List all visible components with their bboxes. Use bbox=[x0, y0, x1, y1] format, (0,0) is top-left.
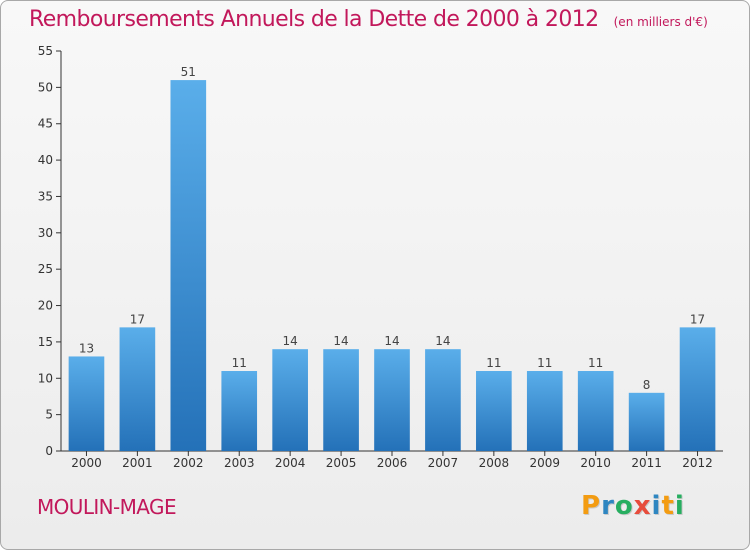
x-tick-label: 2003 bbox=[224, 456, 255, 470]
data-label-2009: 11 bbox=[537, 356, 552, 370]
logo-letter: r bbox=[601, 491, 615, 521]
bar-2000[interactable] bbox=[68, 356, 105, 451]
bar-2002[interactable] bbox=[170, 80, 207, 451]
x-tick-label: 2010 bbox=[580, 456, 611, 470]
y-tick-label: 35 bbox=[38, 189, 53, 203]
chart-title: Remboursements Annuels de la Dette de 20… bbox=[29, 7, 599, 32]
bar-2003[interactable] bbox=[221, 371, 258, 451]
y-tick-label: 55 bbox=[38, 44, 53, 58]
y-tick-label: 10 bbox=[38, 371, 53, 385]
commune-name: MOULIN-MAGE bbox=[37, 495, 177, 519]
data-label-2004: 14 bbox=[283, 334, 298, 348]
chart-subtitle: (en milliers d'€) bbox=[613, 15, 708, 29]
x-tick-label: 2007 bbox=[428, 456, 459, 470]
x-tick-label: 2004 bbox=[275, 456, 306, 470]
y-tick-label: 30 bbox=[38, 226, 53, 240]
title-row: Remboursements Annuels de la Dette de 20… bbox=[29, 7, 708, 32]
y-tick-label: 0 bbox=[45, 444, 53, 458]
y-tick-label: 50 bbox=[38, 80, 53, 94]
x-tick-label: 2005 bbox=[326, 456, 357, 470]
logo-letter: o bbox=[614, 491, 634, 521]
data-label-2011: 8 bbox=[643, 378, 651, 392]
x-tick-label: 2000 bbox=[71, 456, 102, 470]
data-label-2006: 14 bbox=[384, 334, 399, 348]
data-label-2007: 14 bbox=[435, 334, 450, 348]
y-tick-label: 40 bbox=[38, 153, 53, 167]
x-tick-label: 2006 bbox=[377, 456, 408, 470]
y-tick-label: 45 bbox=[38, 117, 53, 131]
data-label-2003: 11 bbox=[232, 356, 247, 370]
bar-2011[interactable] bbox=[628, 392, 665, 451]
data-label-2008: 11 bbox=[486, 356, 501, 370]
data-label-2005: 14 bbox=[333, 334, 348, 348]
x-tick-label: 2002 bbox=[173, 456, 204, 470]
y-tick-label: 25 bbox=[38, 262, 53, 276]
logo-letter: i bbox=[674, 491, 685, 521]
data-label-2002: 51 bbox=[181, 65, 196, 79]
bar-2009[interactable] bbox=[526, 371, 563, 451]
data-label-2000: 13 bbox=[79, 341, 94, 355]
data-label-2001: 17 bbox=[130, 312, 145, 326]
x-tick-label: 2012 bbox=[682, 456, 713, 470]
logo-letter: i bbox=[651, 491, 662, 521]
bar-2006[interactable] bbox=[374, 349, 410, 451]
bar-2004[interactable] bbox=[272, 349, 308, 451]
bar-2010[interactable] bbox=[577, 371, 614, 451]
y-tick-label: 15 bbox=[38, 335, 53, 349]
bar-2007[interactable] bbox=[425, 349, 461, 451]
y-tick-label: 20 bbox=[38, 299, 53, 313]
x-tick-label: 2009 bbox=[529, 456, 560, 470]
logo-letter: t bbox=[661, 491, 675, 521]
proxiti-logo[interactable]: Proxiti bbox=[581, 491, 685, 521]
bar-2008[interactable] bbox=[476, 371, 512, 451]
x-tick-label: 2011 bbox=[631, 456, 662, 470]
bar-2005[interactable] bbox=[323, 349, 359, 451]
logo-letter: P bbox=[581, 491, 602, 521]
x-tick-label: 2001 bbox=[122, 456, 153, 470]
y-tick-label: 5 bbox=[45, 408, 53, 422]
bar-2001[interactable] bbox=[119, 327, 156, 451]
bar-2012[interactable] bbox=[679, 327, 716, 451]
data-label-2010: 11 bbox=[588, 356, 603, 370]
x-tick-label: 2008 bbox=[479, 456, 510, 470]
data-label-2012: 17 bbox=[690, 312, 705, 326]
logo-letter: x bbox=[633, 491, 652, 521]
